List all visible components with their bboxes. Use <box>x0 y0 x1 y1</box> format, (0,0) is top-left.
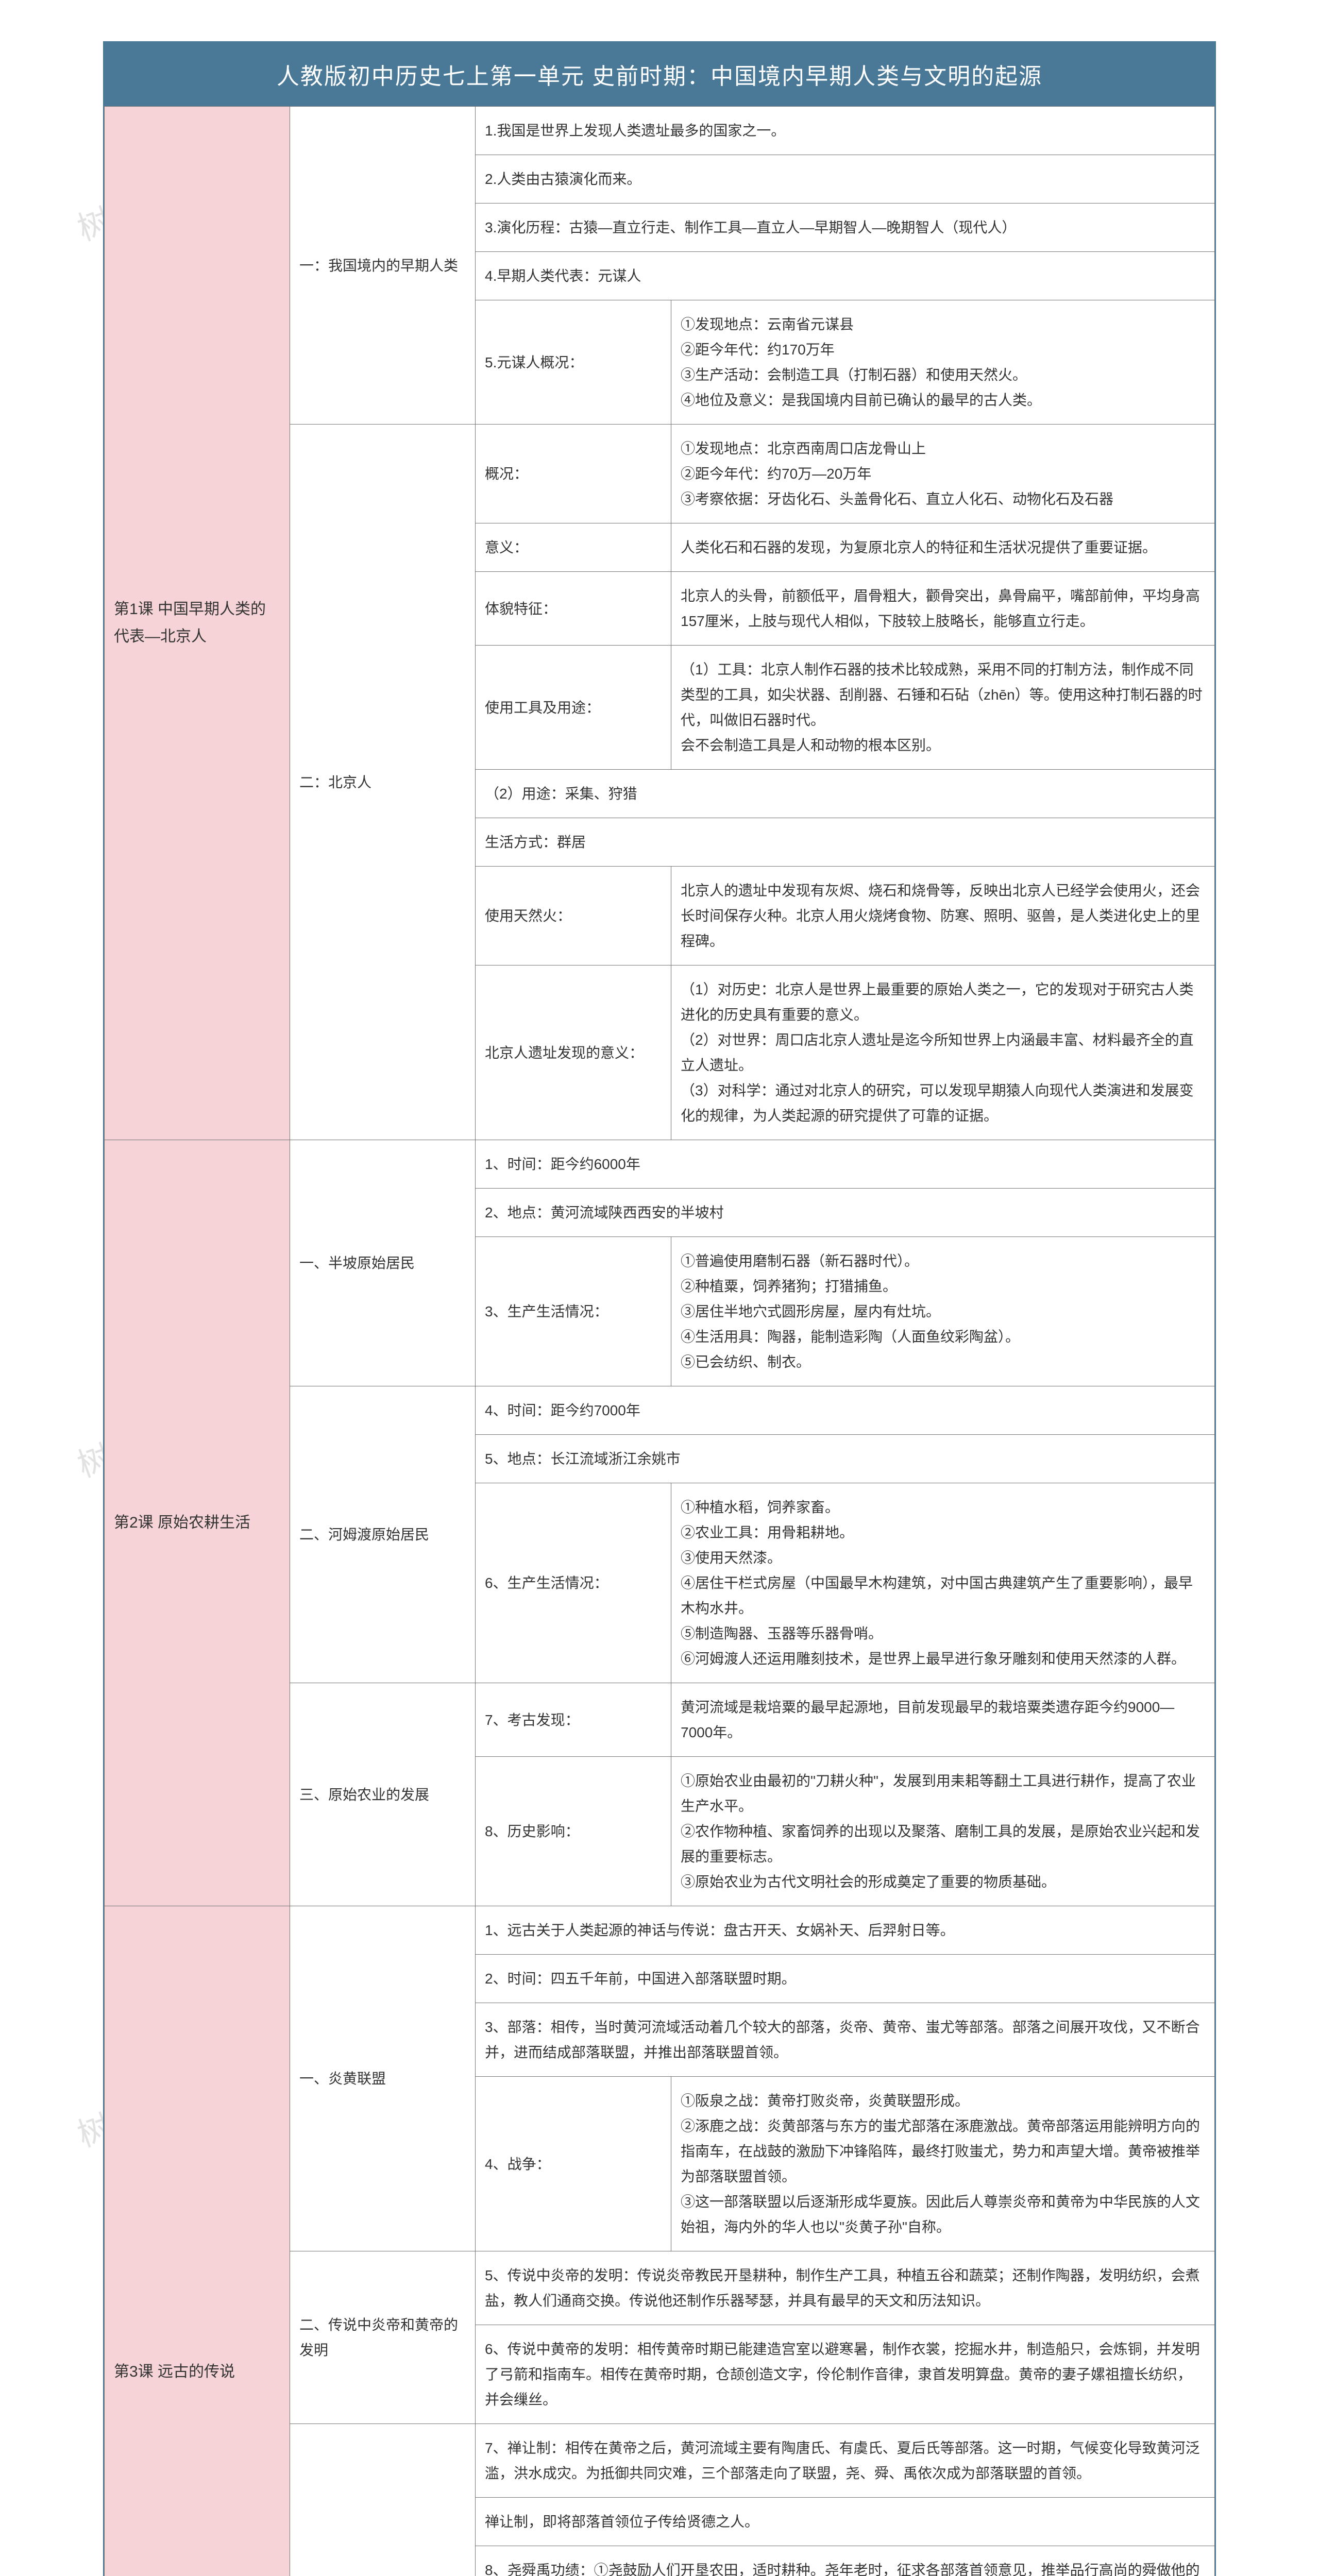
content-cell: 2.人类由古猿演化而来。 <box>476 155 1215 204</box>
content-cell: ①种植水稻，饲养家畜。②农业工具：用骨耜耕地。③使用天然漆。④居住干栏式房屋（中… <box>671 1483 1215 1683</box>
label-cell: 概况： <box>476 425 671 523</box>
label-cell: 意义： <box>476 523 671 572</box>
content-cell: 6、传说中黄帝的发明：相传黄帝时期已能建造宫室以避寒暑，制作衣裳，挖掘水井，制造… <box>476 2325 1215 2424</box>
unit-title: 人教版初中历史七上第一单元 史前时期：中国境内早期人类与文明的起源 <box>104 42 1215 106</box>
content-cell: 3.演化历程：古猿—直立行走、制作工具—直立人—早期智人—晚期智人（现代人） <box>476 204 1215 252</box>
content-cell: 北京人的遗址中发现有灰烬、烧石和烧骨等，反映出北京人已经学会使用火，还会长时间保… <box>671 867 1215 965</box>
section-cell: 二、河姆渡原始居民 <box>290 1386 476 1683</box>
content-cell: ①发现地点：北京西南周口店龙骨山上②距今年代：约70万—20万年③考察依据：牙齿… <box>671 425 1215 523</box>
section-cell: 二、传说中炎帝和黄帝的发明 <box>290 2251 476 2424</box>
lesson-cell: 第2课 原始农耕生活 <box>105 1140 290 1906</box>
section-cell: 一：我国境内的早期人类 <box>290 107 476 425</box>
label-cell: 7、考古发现： <box>476 1683 671 1757</box>
section-cell: 三、尧舜禹的禅让 <box>290 2424 476 2576</box>
label-cell: 8、历史影响： <box>476 1757 671 1906</box>
content-cell: 2、地点：黄河流域陕西西安的半坡村 <box>476 1189 1215 1237</box>
section-cell: 三、原始农业的发展 <box>290 1683 476 1906</box>
lesson-cell: 第1课 中国早期人类的代表—北京人 <box>105 107 290 1140</box>
label-cell: 使用天然火： <box>476 867 671 965</box>
content-cell: 人类化石和石器的发现，为复原北京人的特征和生活状况提供了重要证据。 <box>671 523 1215 572</box>
table-row: 第3课 远古的传说一、炎黄联盟1、远古关于人类起源的神话与传说：盘古开天、女娲补… <box>105 1906 1215 1955</box>
content-cell: 5、地点：长江流域浙江余姚市 <box>476 1435 1215 1483</box>
content-cell: 黄河流域是栽培粟的最早起源地，目前发现最早的栽培粟类遗存距今约9000—7000… <box>671 1683 1215 1757</box>
label-cell: 5.元谋人概况： <box>476 300 671 425</box>
content-cell: 7、禅让制：相传在黄帝之后，黄河流域主要有陶唐氏、有虞氏、夏后氏等部落。这一时期… <box>476 2424 1215 2498</box>
content-cell: （2）用途：采集、狩猎 <box>476 770 1215 818</box>
section-cell: 一、半坡原始居民 <box>290 1140 476 1386</box>
content-cell: 生活方式：群居 <box>476 818 1215 867</box>
table-row: 第1课 中国早期人类的代表—北京人一：我国境内的早期人类1.我国是世界上发现人类… <box>105 107 1215 155</box>
label-cell: 体貌特征： <box>476 572 671 646</box>
content-cell: 3、部落：相传，当时黄河流域活动着几个较大的部落，炎帝、黄帝、蚩尤等部落。部落之… <box>476 2003 1215 2077</box>
content-cell: 2、时间：四五千年前，中国进入部落联盟时期。 <box>476 1955 1215 2003</box>
table-row: 第2课 原始农耕生活一、半坡原始居民1、时间：距今约6000年 <box>105 1140 1215 1189</box>
content-cell: （1）工具：北京人制作石器的技术比较成熟，采用不同的打制方法，制作成不同类型的工… <box>671 646 1215 770</box>
content-cell: ①发现地点：云南省元谋县②距今年代：约170万年③生产活动：会制造工具（打制石器… <box>671 300 1215 425</box>
content-cell: 5、传说中炎帝的发明：传说炎帝教民开垦耕种，制作生产工具，种植五谷和蔬菜；还制作… <box>476 2251 1215 2325</box>
document-frame: 人教版初中历史七上第一单元 史前时期：中国境内早期人类与文明的起源 第1课 中国… <box>103 41 1216 2576</box>
content-cell: 禅让制，即将部落首领位子传给贤德之人。 <box>476 2498 1215 2546</box>
outline-table: 第1课 中国早期人类的代表—北京人一：我国境内的早期人类1.我国是世界上发现人类… <box>104 106 1215 2576</box>
content-cell: 4.早期人类代表：元谋人 <box>476 252 1215 300</box>
content-cell: （1）对历史：北京人是世界上最重要的原始人类之一，它的发现对于研究古人类进化的历… <box>671 965 1215 1140</box>
label-cell: 北京人遗址发现的意义： <box>476 965 671 1140</box>
label-cell: 3、生产生活情况： <box>476 1237 671 1386</box>
label-cell: 6、生产生活情况： <box>476 1483 671 1683</box>
content-cell: 1、远古关于人类起源的神话与传说：盘古开天、女娲补天、后羿射日等。 <box>476 1906 1215 1955</box>
content-cell: 4、时间：距今约7000年 <box>476 1386 1215 1435</box>
content-cell: ①普遍使用磨制石器（新石器时代）。②种植粟，饲养猪狗；打猎捕鱼。③居住半地穴式圆… <box>671 1237 1215 1386</box>
section-cell: 二：北京人 <box>290 425 476 1140</box>
content-cell: 1、时间：距今约6000年 <box>476 1140 1215 1189</box>
section-cell: 一、炎黄联盟 <box>290 1906 476 2251</box>
content-cell: 8、尧舜禹功绩：①尧鼓励人们开垦农田，适时耕种。尧年老时，征求各部落首领意见，推… <box>476 2546 1215 2576</box>
label-cell: 使用工具及用途： <box>476 646 671 770</box>
content-cell: ①阪泉之战：黄帝打败炎帝，炎黄联盟形成。②涿鹿之战：炎黄部落与东方的蚩尤部落在涿… <box>671 2077 1215 2251</box>
content-cell: 北京人的头骨，前额低平，眉骨粗大，颧骨突出，鼻骨扁平，嘴部前伸，平均身高157厘… <box>671 572 1215 646</box>
lesson-cell: 第3课 远古的传说 <box>105 1906 290 2576</box>
content-cell: 1.我国是世界上发现人类遗址最多的国家之一。 <box>476 107 1215 155</box>
label-cell: 4、战争： <box>476 2077 671 2251</box>
content-cell: ①原始农业由最初的"刀耕火种"，发展到用耒耜等翻土工具进行耕作，提高了农业生产水… <box>671 1757 1215 1906</box>
